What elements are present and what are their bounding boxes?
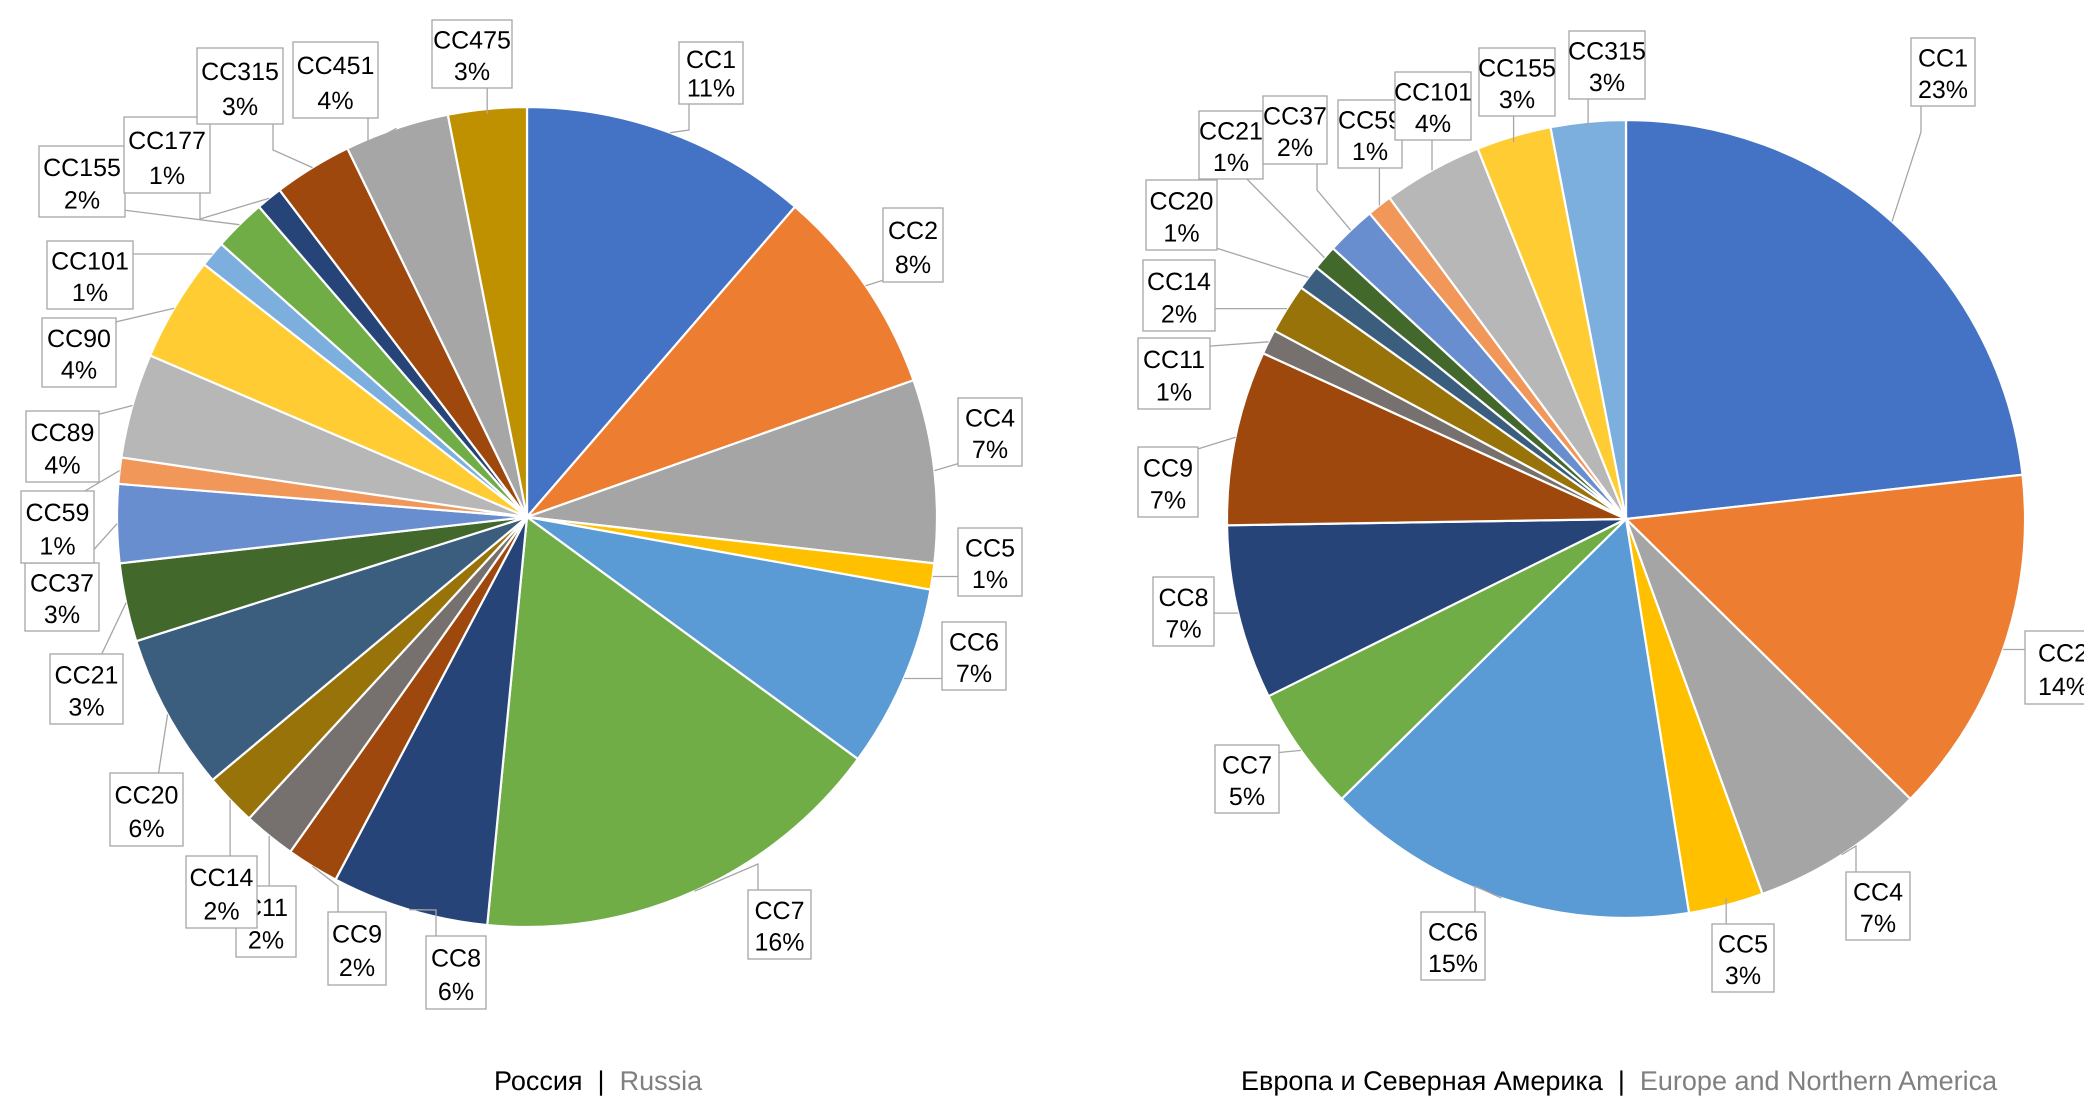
svg-text:6%: 6% xyxy=(438,978,474,1006)
svg-text:CC6: CC6 xyxy=(949,629,999,657)
svg-text:CC89: CC89 xyxy=(31,419,95,447)
svg-text:CC9: CC9 xyxy=(332,921,382,949)
svg-text:7%: 7% xyxy=(1165,616,1201,644)
svg-text:15%: 15% xyxy=(1428,950,1478,978)
svg-text:1%: 1% xyxy=(1213,149,1249,177)
svg-text:2%: 2% xyxy=(1161,301,1197,329)
svg-text:4%: 4% xyxy=(44,452,80,480)
svg-text:3%: 3% xyxy=(1499,86,1535,114)
svg-text:CC2: CC2 xyxy=(2038,640,2084,668)
svg-text:CC14: CC14 xyxy=(190,864,254,892)
svg-text:2%: 2% xyxy=(339,954,375,982)
svg-text:CC1: CC1 xyxy=(686,46,736,74)
svg-text:CC1: CC1 xyxy=(1918,45,1968,73)
svg-text:CC21: CC21 xyxy=(55,661,119,689)
svg-text:CC20: CC20 xyxy=(115,782,179,810)
svg-text:3%: 3% xyxy=(1589,69,1625,97)
svg-text:CC315: CC315 xyxy=(1568,38,1646,66)
svg-text:6%: 6% xyxy=(128,815,164,843)
svg-text:CC155: CC155 xyxy=(1478,55,1556,83)
svg-text:7%: 7% xyxy=(972,436,1008,464)
svg-text:2%: 2% xyxy=(248,927,284,955)
svg-text:1%: 1% xyxy=(72,279,108,307)
svg-text:CC177: CC177 xyxy=(128,127,206,155)
svg-text:CC475: CC475 xyxy=(433,27,511,55)
svg-text:CC21: CC21 xyxy=(1199,118,1263,146)
svg-text:1%: 1% xyxy=(1156,379,1192,407)
svg-text:CC59: CC59 xyxy=(26,499,90,527)
svg-text:2%: 2% xyxy=(203,897,239,925)
svg-text:2%: 2% xyxy=(1277,134,1313,162)
svg-text:8%: 8% xyxy=(895,251,931,279)
svg-text:CC37: CC37 xyxy=(30,570,94,598)
svg-text:CC8: CC8 xyxy=(1158,584,1208,612)
svg-text:Европа и Северная Америка |: Европа и Северная Америка | Europe and N… xyxy=(1241,1066,1998,1096)
svg-text:CC5: CC5 xyxy=(1718,931,1768,959)
svg-text:CC37: CC37 xyxy=(1263,103,1327,131)
svg-text:CC7: CC7 xyxy=(1222,752,1272,780)
svg-text:CC4: CC4 xyxy=(965,405,1015,433)
svg-text:CC20: CC20 xyxy=(1150,187,1214,215)
svg-text:Россия | Russia: Россия | Russia xyxy=(494,1066,703,1096)
svg-text:7%: 7% xyxy=(1860,910,1896,938)
svg-text:4%: 4% xyxy=(1415,110,1451,138)
svg-text:1%: 1% xyxy=(972,566,1008,594)
svg-text:CC101: CC101 xyxy=(1394,79,1472,107)
svg-text:CC6: CC6 xyxy=(1428,919,1478,947)
svg-text:CC315: CC315 xyxy=(201,58,279,86)
svg-text:5%: 5% xyxy=(1229,783,1265,811)
svg-text:CC59: CC59 xyxy=(1338,107,1402,135)
svg-text:1%: 1% xyxy=(1352,138,1388,166)
svg-text:1%: 1% xyxy=(149,162,185,190)
svg-text:7%: 7% xyxy=(956,660,992,688)
svg-text:CC5: CC5 xyxy=(965,535,1015,563)
svg-text:1%: 1% xyxy=(1163,220,1199,248)
svg-text:4%: 4% xyxy=(61,357,97,385)
svg-text:11%: 11% xyxy=(687,75,735,103)
svg-text:CC2: CC2 xyxy=(888,217,938,245)
svg-text:CC155: CC155 xyxy=(43,154,121,182)
svg-text:CC4: CC4 xyxy=(1853,879,1903,907)
svg-text:3%: 3% xyxy=(68,694,104,722)
svg-text:CC90: CC90 xyxy=(47,325,111,353)
svg-text:CC451: CC451 xyxy=(297,52,375,80)
svg-text:3%: 3% xyxy=(222,93,258,121)
svg-text:14%: 14% xyxy=(2038,673,2084,701)
svg-text:7%: 7% xyxy=(1150,487,1186,515)
svg-text:CC11: CC11 xyxy=(1143,346,1205,374)
svg-text:CC9: CC9 xyxy=(1143,454,1193,482)
svg-text:CC101: CC101 xyxy=(51,248,129,276)
svg-text:3%: 3% xyxy=(454,58,490,86)
svg-text:3%: 3% xyxy=(1725,962,1761,990)
svg-text:1%: 1% xyxy=(39,532,75,560)
svg-text:3%: 3% xyxy=(44,601,80,629)
svg-text:CC14: CC14 xyxy=(1147,268,1211,296)
svg-text:CC7: CC7 xyxy=(754,897,804,925)
svg-text:16%: 16% xyxy=(754,929,804,957)
svg-text:4%: 4% xyxy=(317,87,353,115)
svg-text:CC8: CC8 xyxy=(431,945,481,973)
svg-text:2%: 2% xyxy=(64,187,100,215)
svg-text:23%: 23% xyxy=(1918,76,1968,104)
